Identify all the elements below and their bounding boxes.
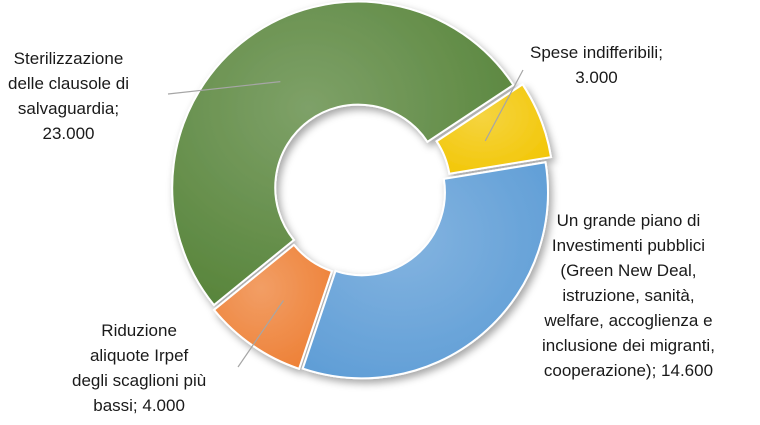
- slice-spese-indifferibili: [435, 83, 553, 175]
- slice-label-spese-indifferibili: Spese indifferibili; 3.000: [530, 40, 663, 90]
- label-line: Sterilizzazione: [13, 49, 124, 68]
- slice-label-riduzione-irpef: Riduzione aliquote Irpef degli scaglioni…: [72, 318, 206, 418]
- label-line: delle clausole di: [8, 74, 129, 93]
- slice-label-investimenti-pubblici: Un grande piano di Investimenti pubblici…: [542, 208, 715, 383]
- label-line: Riduzione: [101, 321, 177, 340]
- slice-sterilizzazione: [171, 0, 515, 307]
- leader-line-sterilizzazione: [167, 81, 281, 95]
- label-line: Investimenti pubblici: [551, 236, 705, 255]
- label-line: inclusione dei migranti,: [542, 336, 715, 355]
- label-line: aliquote Irpef: [89, 346, 189, 365]
- label-line: bassi; 4.000: [93, 396, 185, 415]
- label-line: welfare, accoglienza e: [544, 311, 713, 330]
- label-line: Spese indifferibili;: [530, 43, 663, 62]
- label-line: Un grande piano di: [556, 211, 701, 230]
- slice-riduzione-irpef: [212, 243, 334, 371]
- label-line: cooperazione); 14.600: [543, 361, 714, 380]
- leader-line-spese: [484, 69, 524, 142]
- label-line: istruzione, sanità,: [562, 286, 695, 305]
- label-line: 23.000: [42, 124, 95, 143]
- leader-line-riduzione: [237, 300, 284, 368]
- label-line: 3.000: [575, 68, 618, 87]
- slice-investimenti-pubblici: [301, 161, 549, 380]
- label-line: degli scaglioni più: [72, 371, 207, 390]
- slice-label-sterilizzazione: Sterilizzazione delle clausole di salvag…: [8, 46, 129, 146]
- label-line: (Green New Deal,: [560, 261, 697, 280]
- label-line: salvaguardia;: [17, 99, 120, 118]
